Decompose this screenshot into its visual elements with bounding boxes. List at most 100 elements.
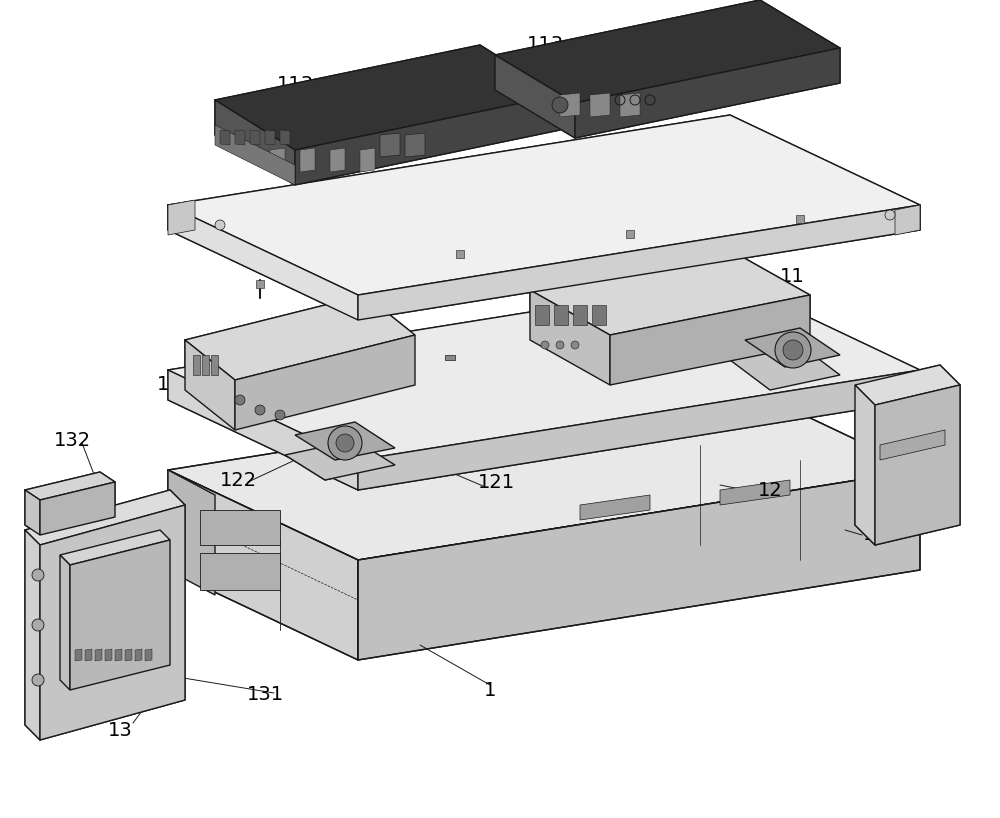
Text: 122: 122 xyxy=(219,470,257,489)
Text: 14: 14 xyxy=(863,525,887,545)
Polygon shape xyxy=(358,370,920,490)
Circle shape xyxy=(32,569,44,581)
Text: 111: 111 xyxy=(156,375,194,394)
Circle shape xyxy=(775,332,811,368)
Polygon shape xyxy=(125,649,132,661)
Circle shape xyxy=(336,434,354,452)
Polygon shape xyxy=(495,0,840,103)
Polygon shape xyxy=(215,45,560,150)
Polygon shape xyxy=(85,649,92,661)
Polygon shape xyxy=(285,440,395,480)
Polygon shape xyxy=(265,130,275,145)
Polygon shape xyxy=(745,328,840,367)
Circle shape xyxy=(541,341,549,349)
Text: 131: 131 xyxy=(246,685,284,704)
Polygon shape xyxy=(185,295,415,380)
Polygon shape xyxy=(95,649,102,661)
Text: 121: 121 xyxy=(796,339,834,357)
Polygon shape xyxy=(115,649,122,661)
Polygon shape xyxy=(456,250,464,258)
Polygon shape xyxy=(25,490,40,535)
Polygon shape xyxy=(168,205,358,320)
Polygon shape xyxy=(575,48,840,138)
Polygon shape xyxy=(145,649,152,661)
Polygon shape xyxy=(358,470,920,660)
Polygon shape xyxy=(193,355,200,375)
Text: 121: 121 xyxy=(477,473,515,492)
Polygon shape xyxy=(40,482,115,535)
Polygon shape xyxy=(573,305,587,325)
Circle shape xyxy=(32,619,44,631)
Polygon shape xyxy=(168,115,920,295)
Polygon shape xyxy=(620,93,640,117)
Polygon shape xyxy=(245,385,255,390)
Circle shape xyxy=(275,410,285,420)
Polygon shape xyxy=(250,130,260,145)
Polygon shape xyxy=(295,422,395,460)
Circle shape xyxy=(328,426,362,460)
Polygon shape xyxy=(135,649,142,661)
Polygon shape xyxy=(70,540,170,690)
Polygon shape xyxy=(200,510,280,545)
Polygon shape xyxy=(626,230,634,238)
Text: 13: 13 xyxy=(108,721,132,739)
Text: 112: 112 xyxy=(748,329,786,348)
Polygon shape xyxy=(330,148,345,172)
Text: 12: 12 xyxy=(758,480,782,500)
Polygon shape xyxy=(200,553,280,590)
Polygon shape xyxy=(530,290,610,385)
Polygon shape xyxy=(745,323,755,328)
Polygon shape xyxy=(40,505,185,740)
Polygon shape xyxy=(554,305,568,325)
Polygon shape xyxy=(645,330,655,335)
Polygon shape xyxy=(215,125,295,185)
Circle shape xyxy=(571,341,579,349)
Polygon shape xyxy=(168,370,358,490)
Polygon shape xyxy=(530,250,810,335)
Polygon shape xyxy=(592,305,606,325)
Polygon shape xyxy=(405,133,425,157)
Circle shape xyxy=(556,341,564,349)
Polygon shape xyxy=(202,355,209,375)
Polygon shape xyxy=(185,340,235,430)
Polygon shape xyxy=(855,365,960,405)
Text: 1: 1 xyxy=(484,681,496,699)
Polygon shape xyxy=(215,100,295,185)
Circle shape xyxy=(552,97,568,113)
Polygon shape xyxy=(796,215,804,223)
Polygon shape xyxy=(380,133,400,157)
Polygon shape xyxy=(235,335,415,430)
Polygon shape xyxy=(75,649,82,661)
Polygon shape xyxy=(300,148,315,172)
Polygon shape xyxy=(256,280,264,288)
Polygon shape xyxy=(560,93,580,117)
Polygon shape xyxy=(168,470,358,660)
Text: 11: 11 xyxy=(780,267,804,286)
Circle shape xyxy=(783,340,803,360)
Polygon shape xyxy=(720,480,790,505)
Polygon shape xyxy=(855,385,875,545)
Polygon shape xyxy=(168,380,920,560)
Polygon shape xyxy=(270,148,285,172)
Polygon shape xyxy=(60,530,170,565)
Polygon shape xyxy=(168,470,215,595)
Circle shape xyxy=(32,674,44,686)
Polygon shape xyxy=(105,649,112,661)
Polygon shape xyxy=(610,295,810,385)
Polygon shape xyxy=(168,200,195,235)
Circle shape xyxy=(235,395,245,405)
Polygon shape xyxy=(295,95,560,185)
Polygon shape xyxy=(730,345,840,390)
Polygon shape xyxy=(60,540,170,573)
Circle shape xyxy=(255,405,265,415)
Polygon shape xyxy=(358,205,920,320)
Polygon shape xyxy=(25,530,40,740)
Polygon shape xyxy=(280,130,290,145)
Polygon shape xyxy=(25,472,115,500)
Polygon shape xyxy=(875,385,960,545)
Text: 113: 113 xyxy=(276,75,314,95)
Polygon shape xyxy=(895,205,920,235)
Polygon shape xyxy=(25,490,185,545)
Polygon shape xyxy=(495,55,575,138)
Text: 113: 113 xyxy=(526,35,564,55)
